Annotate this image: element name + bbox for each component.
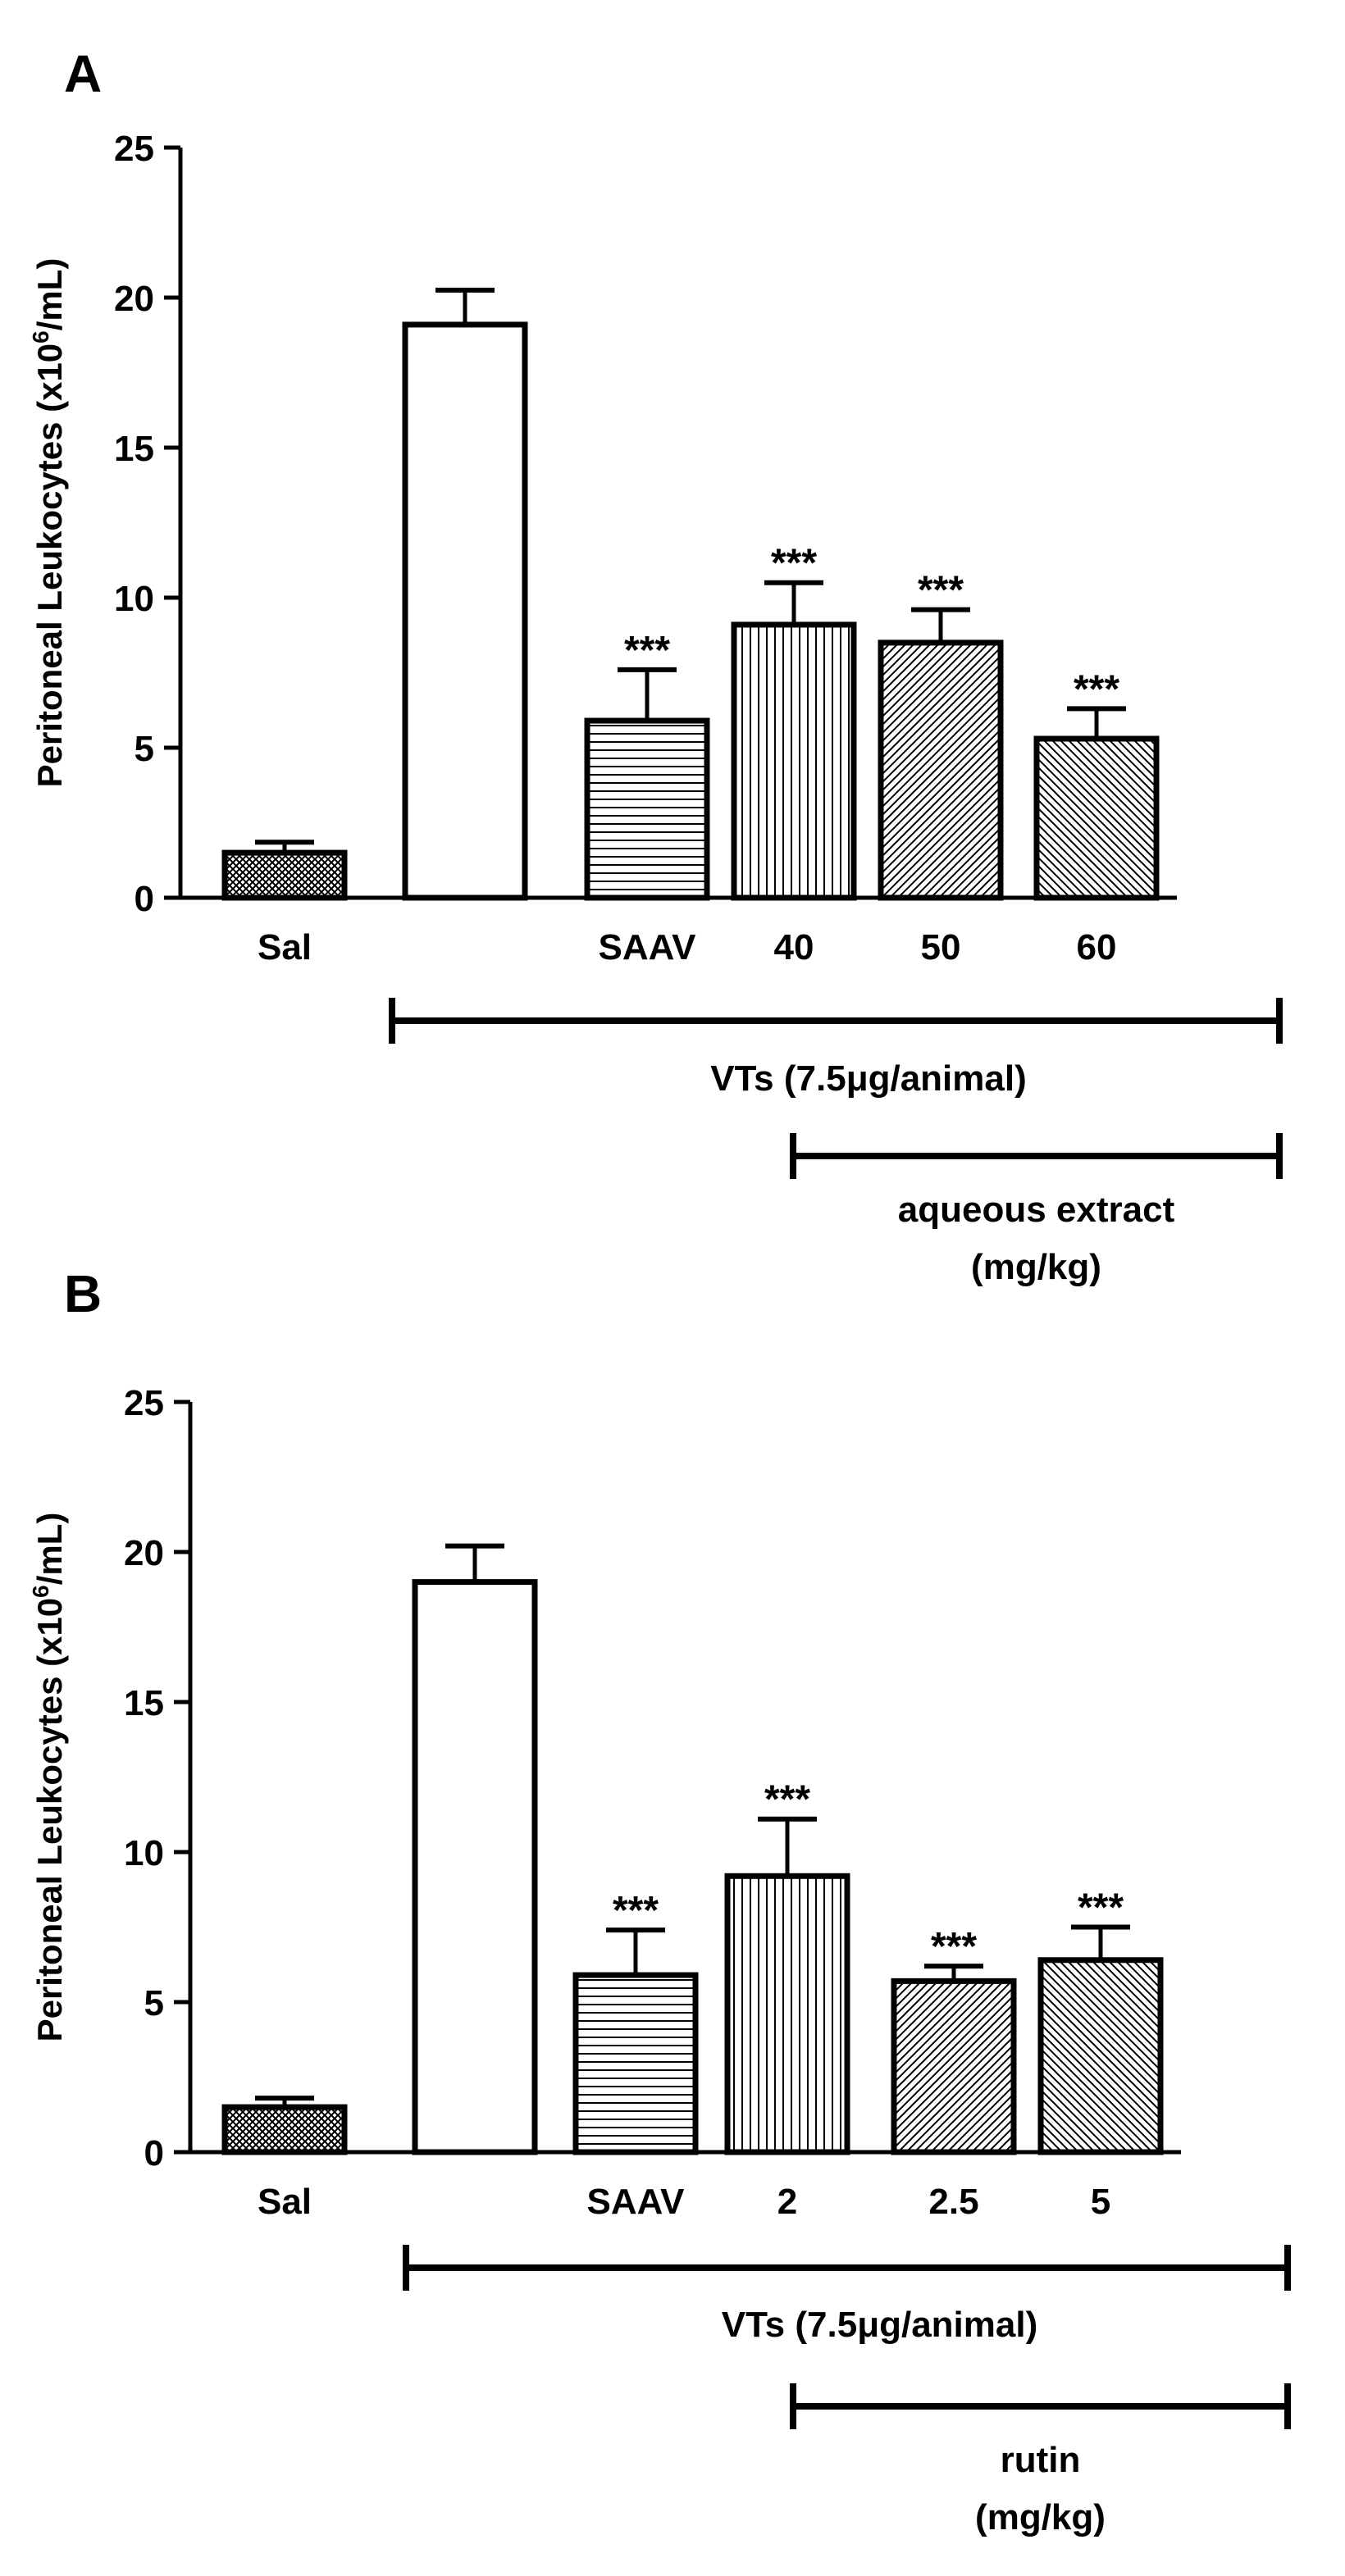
x-tick-label: 50 (921, 927, 961, 967)
y-tick-label: 0 (134, 879, 154, 919)
bar (1033, 735, 1160, 901)
x-tick-label: 60 (1077, 927, 1117, 967)
x-tick-label: Sal (258, 927, 312, 967)
y-tick-label: 20 (114, 279, 154, 319)
significance-label: *** (764, 1778, 810, 1822)
bracket-label: (mg/kg) (975, 2497, 1106, 2537)
y-tick-label: 10 (124, 1833, 164, 1873)
bar (731, 621, 857, 901)
y-axis-label: Peritoneal Leukocytes (x106/mL) (28, 258, 69, 788)
y-axis-label: Peritoneal Leukocytes (x106/mL) (28, 1513, 69, 2042)
y-tick-label: 25 (124, 1383, 164, 1423)
bar (891, 1978, 1017, 2155)
y-tick-label: 15 (124, 1683, 164, 1723)
y-tick-label: 0 (144, 2133, 164, 2173)
significance-label: *** (624, 629, 670, 672)
x-tick-label: 2 (777, 2182, 797, 2222)
bar (412, 1579, 538, 2155)
bar (1037, 1957, 1164, 2155)
bracket-label: VTs (7.5μg/animal) (722, 2305, 1038, 2345)
y-tick-label: 10 (114, 579, 154, 619)
bar (584, 717, 710, 901)
bar (402, 321, 528, 901)
panel-letter: A (64, 44, 102, 103)
panel-a: A 0 5 10 15 20 25 Peritoneal Leukocytes (x106/m… (28, 44, 1283, 1287)
bar (221, 2104, 348, 2155)
bar (221, 849, 348, 901)
x-tick-label: 40 (774, 927, 814, 967)
bar (724, 1873, 850, 2155)
y-tick-label: 5 (144, 1983, 164, 2023)
bar (572, 1972, 699, 2155)
significance-label: *** (613, 1889, 659, 1932)
bar (878, 639, 1004, 901)
bracket-label: aqueous extract (898, 1190, 1175, 1230)
x-tick-label: 5 (1091, 2182, 1110, 2222)
significance-label: *** (1074, 667, 1119, 711)
y-tick-label: 20 (124, 1533, 164, 1573)
bracket-label: rutin (1001, 2440, 1081, 2480)
x-tick-label: SAAV (599, 927, 697, 967)
significance-label: *** (931, 1925, 977, 1968)
significance-label: *** (771, 542, 817, 585)
x-tick-label: 2.5 (928, 2182, 978, 2222)
bracket-label: VTs (7.5μg/animal) (710, 1058, 1027, 1099)
significance-label: *** (1078, 1886, 1124, 1930)
y-tick-label: 5 (134, 729, 154, 769)
y-tick-label: 15 (114, 429, 154, 469)
x-tick-label: SAAV (587, 2182, 686, 2222)
y-tick-label: 25 (114, 129, 154, 169)
x-tick-label: Sal (258, 2182, 312, 2222)
bracket-label: (mg/kg) (971, 1247, 1101, 1287)
panel-letter: B (64, 1264, 102, 1323)
significance-label: *** (918, 569, 964, 612)
